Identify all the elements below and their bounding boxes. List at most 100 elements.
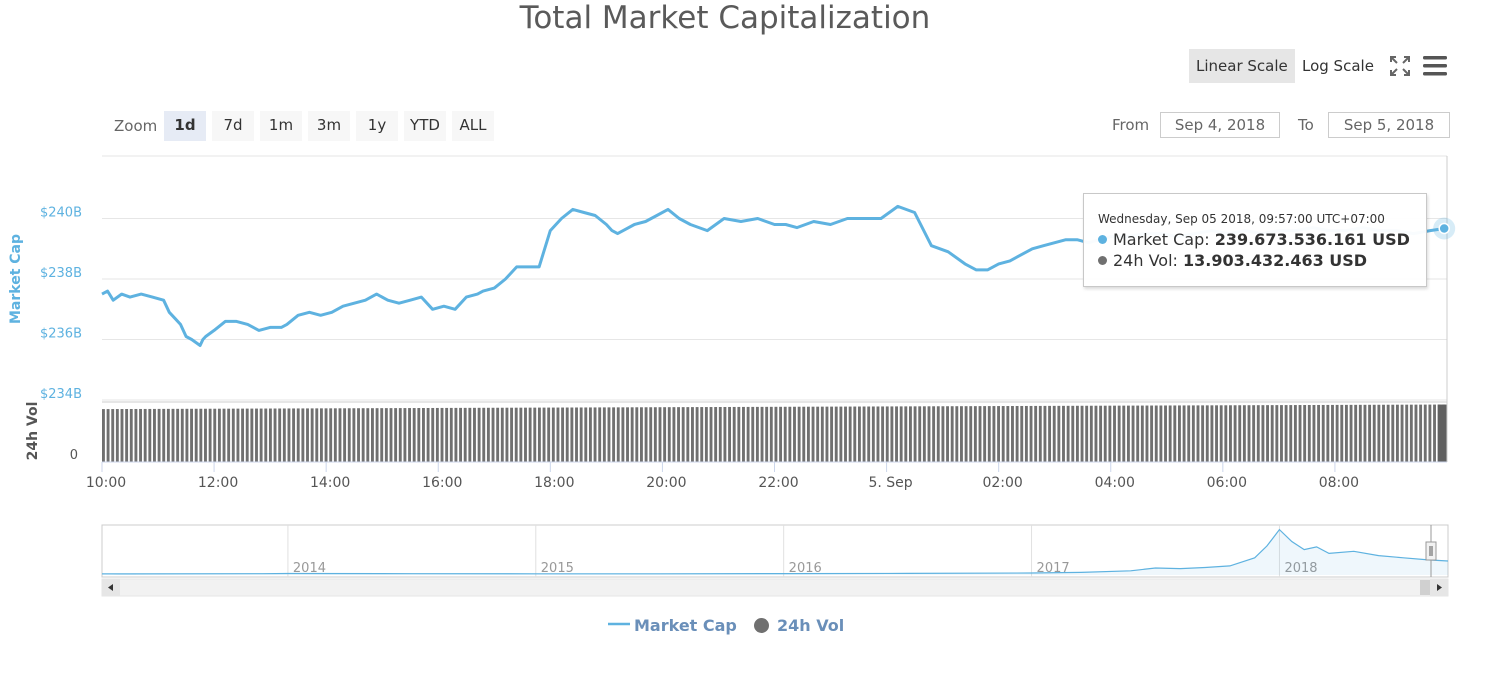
vol-bar [426, 407, 430, 462]
vol-bar [1164, 405, 1167, 462]
zoom-label: Zoom [114, 117, 158, 135]
legend-market-cap[interactable]: Market Cap [608, 616, 737, 635]
vol-bar [1256, 405, 1260, 462]
linear-scale-button[interactable]: Linear Scale [1189, 49, 1295, 83]
vol-bar [681, 407, 685, 462]
scrollbar-track[interactable] [101, 578, 1449, 597]
vol-bar [760, 406, 764, 462]
vol-bar [422, 408, 425, 462]
vol-bar [1001, 406, 1005, 462]
vol-bar [588, 407, 592, 462]
vol-bar [769, 406, 773, 462]
vol-bar [1224, 405, 1228, 462]
vol-bar [1089, 405, 1093, 462]
vol-bar [1233, 405, 1237, 462]
vol-bar [180, 408, 184, 462]
vol-bar [468, 407, 472, 462]
vol-bar [106, 409, 110, 462]
vol-bar [1062, 405, 1065, 462]
vol-bar [918, 406, 922, 462]
vol-bar [1261, 405, 1265, 462]
vol-bar [830, 406, 834, 462]
scrollbar-thumb[interactable] [1420, 580, 1430, 595]
vol-bar [1215, 405, 1218, 462]
vol-bar [983, 406, 987, 462]
vol-bar [547, 407, 551, 462]
zoom-button-1y[interactable]: 1y [356, 111, 398, 141]
vol-bar [987, 406, 991, 462]
vol-bar [533, 407, 537, 462]
fullscreen-icon[interactable] [1389, 55, 1411, 77]
vol-bar [774, 406, 778, 462]
vol-bar [129, 409, 133, 462]
vol-bar [1242, 405, 1246, 462]
log-scale-button[interactable]: Log Scale [1302, 57, 1374, 75]
vol-bar [732, 406, 736, 462]
zoom-button-1m[interactable]: 1m [260, 111, 302, 141]
navigator-handle[interactable] [1425, 541, 1437, 561]
vol-bar [1266, 405, 1269, 462]
vol-bar [663, 407, 667, 462]
zoom-button-7d[interactable]: 7d [212, 111, 254, 141]
vol-bar [922, 406, 926, 462]
vol-bar [412, 408, 416, 462]
vol-bar [496, 407, 500, 462]
vol-bar [1293, 405, 1297, 462]
vol-bar [621, 407, 625, 462]
vol-bar [486, 407, 490, 462]
y-tick-label: $240B [40, 206, 82, 221]
vol-bar [728, 406, 731, 462]
vol-bar [1270, 405, 1274, 462]
vol-bar [1354, 404, 1358, 462]
to-date-input[interactable]: Sep 5, 2018 [1328, 112, 1450, 138]
vol-bar [1331, 404, 1334, 462]
vol-bar [120, 409, 124, 462]
zoom-button-all[interactable]: ALL [452, 111, 494, 141]
x-tick-label: 12:00 [198, 475, 238, 491]
vol-bar [255, 408, 258, 462]
vol-bar [273, 408, 277, 462]
vol-bar [366, 408, 370, 462]
vol-bar [969, 406, 973, 462]
zoom-button-1d[interactable]: 1d [164, 111, 206, 141]
zoom-button-ytd[interactable]: YTD [404, 111, 446, 141]
legend-vol[interactable]: 24h Vol [754, 616, 844, 635]
vol-bar [1238, 405, 1242, 462]
vol-bar [626, 407, 629, 462]
market-cap-dot-icon [1098, 235, 1107, 244]
vol-bar [862, 406, 866, 462]
navigator-tick-label: 2016 [789, 561, 822, 576]
vol-bar [848, 406, 852, 462]
vol-bar [1178, 405, 1181, 462]
vol-bar [394, 408, 398, 462]
vol-bar [185, 408, 189, 462]
vol-bar [978, 406, 982, 462]
vol-bar [1335, 404, 1339, 462]
vol-bar [1391, 404, 1395, 462]
vol-bar [491, 407, 495, 462]
vol-bar [820, 406, 824, 462]
vol-bar [593, 407, 597, 462]
vol-bar [264, 408, 268, 462]
vol-bar [1289, 405, 1293, 462]
y-tick-label: $234B [40, 387, 82, 402]
vol-bar [1187, 405, 1191, 462]
hamburger-menu-icon[interactable] [1423, 55, 1447, 77]
navigator[interactable]: 2014 2015 2016 2017 2018 [101, 524, 1449, 597]
vol-bar [561, 407, 565, 462]
vol-bar [333, 408, 337, 462]
vol-bar [1075, 405, 1079, 462]
zoom-button-3m[interactable]: 3m [308, 111, 350, 141]
arrow-left-icon [108, 584, 113, 591]
from-date-input[interactable]: Sep 4, 2018 [1160, 112, 1280, 138]
vol-bar [1071, 405, 1075, 462]
vol-bar [1015, 405, 1019, 462]
vol-bar [700, 407, 704, 462]
vol-bar [909, 406, 912, 462]
vol-bar [1229, 405, 1232, 462]
vol-bar [1219, 405, 1223, 462]
vol-bar [417, 408, 421, 462]
navigator-line [101, 528, 1449, 575]
chart-title: Total Market Capitalization [519, 0, 931, 36]
